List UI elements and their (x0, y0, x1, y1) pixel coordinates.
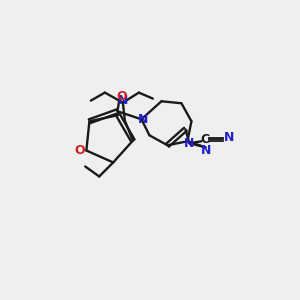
Text: O: O (74, 144, 85, 157)
Text: C: C (201, 133, 210, 146)
Text: O: O (116, 90, 127, 103)
Text: N: N (201, 144, 212, 157)
Text: N: N (224, 131, 235, 144)
Text: N: N (138, 113, 148, 126)
Text: N: N (118, 94, 128, 107)
Text: N: N (184, 137, 195, 150)
